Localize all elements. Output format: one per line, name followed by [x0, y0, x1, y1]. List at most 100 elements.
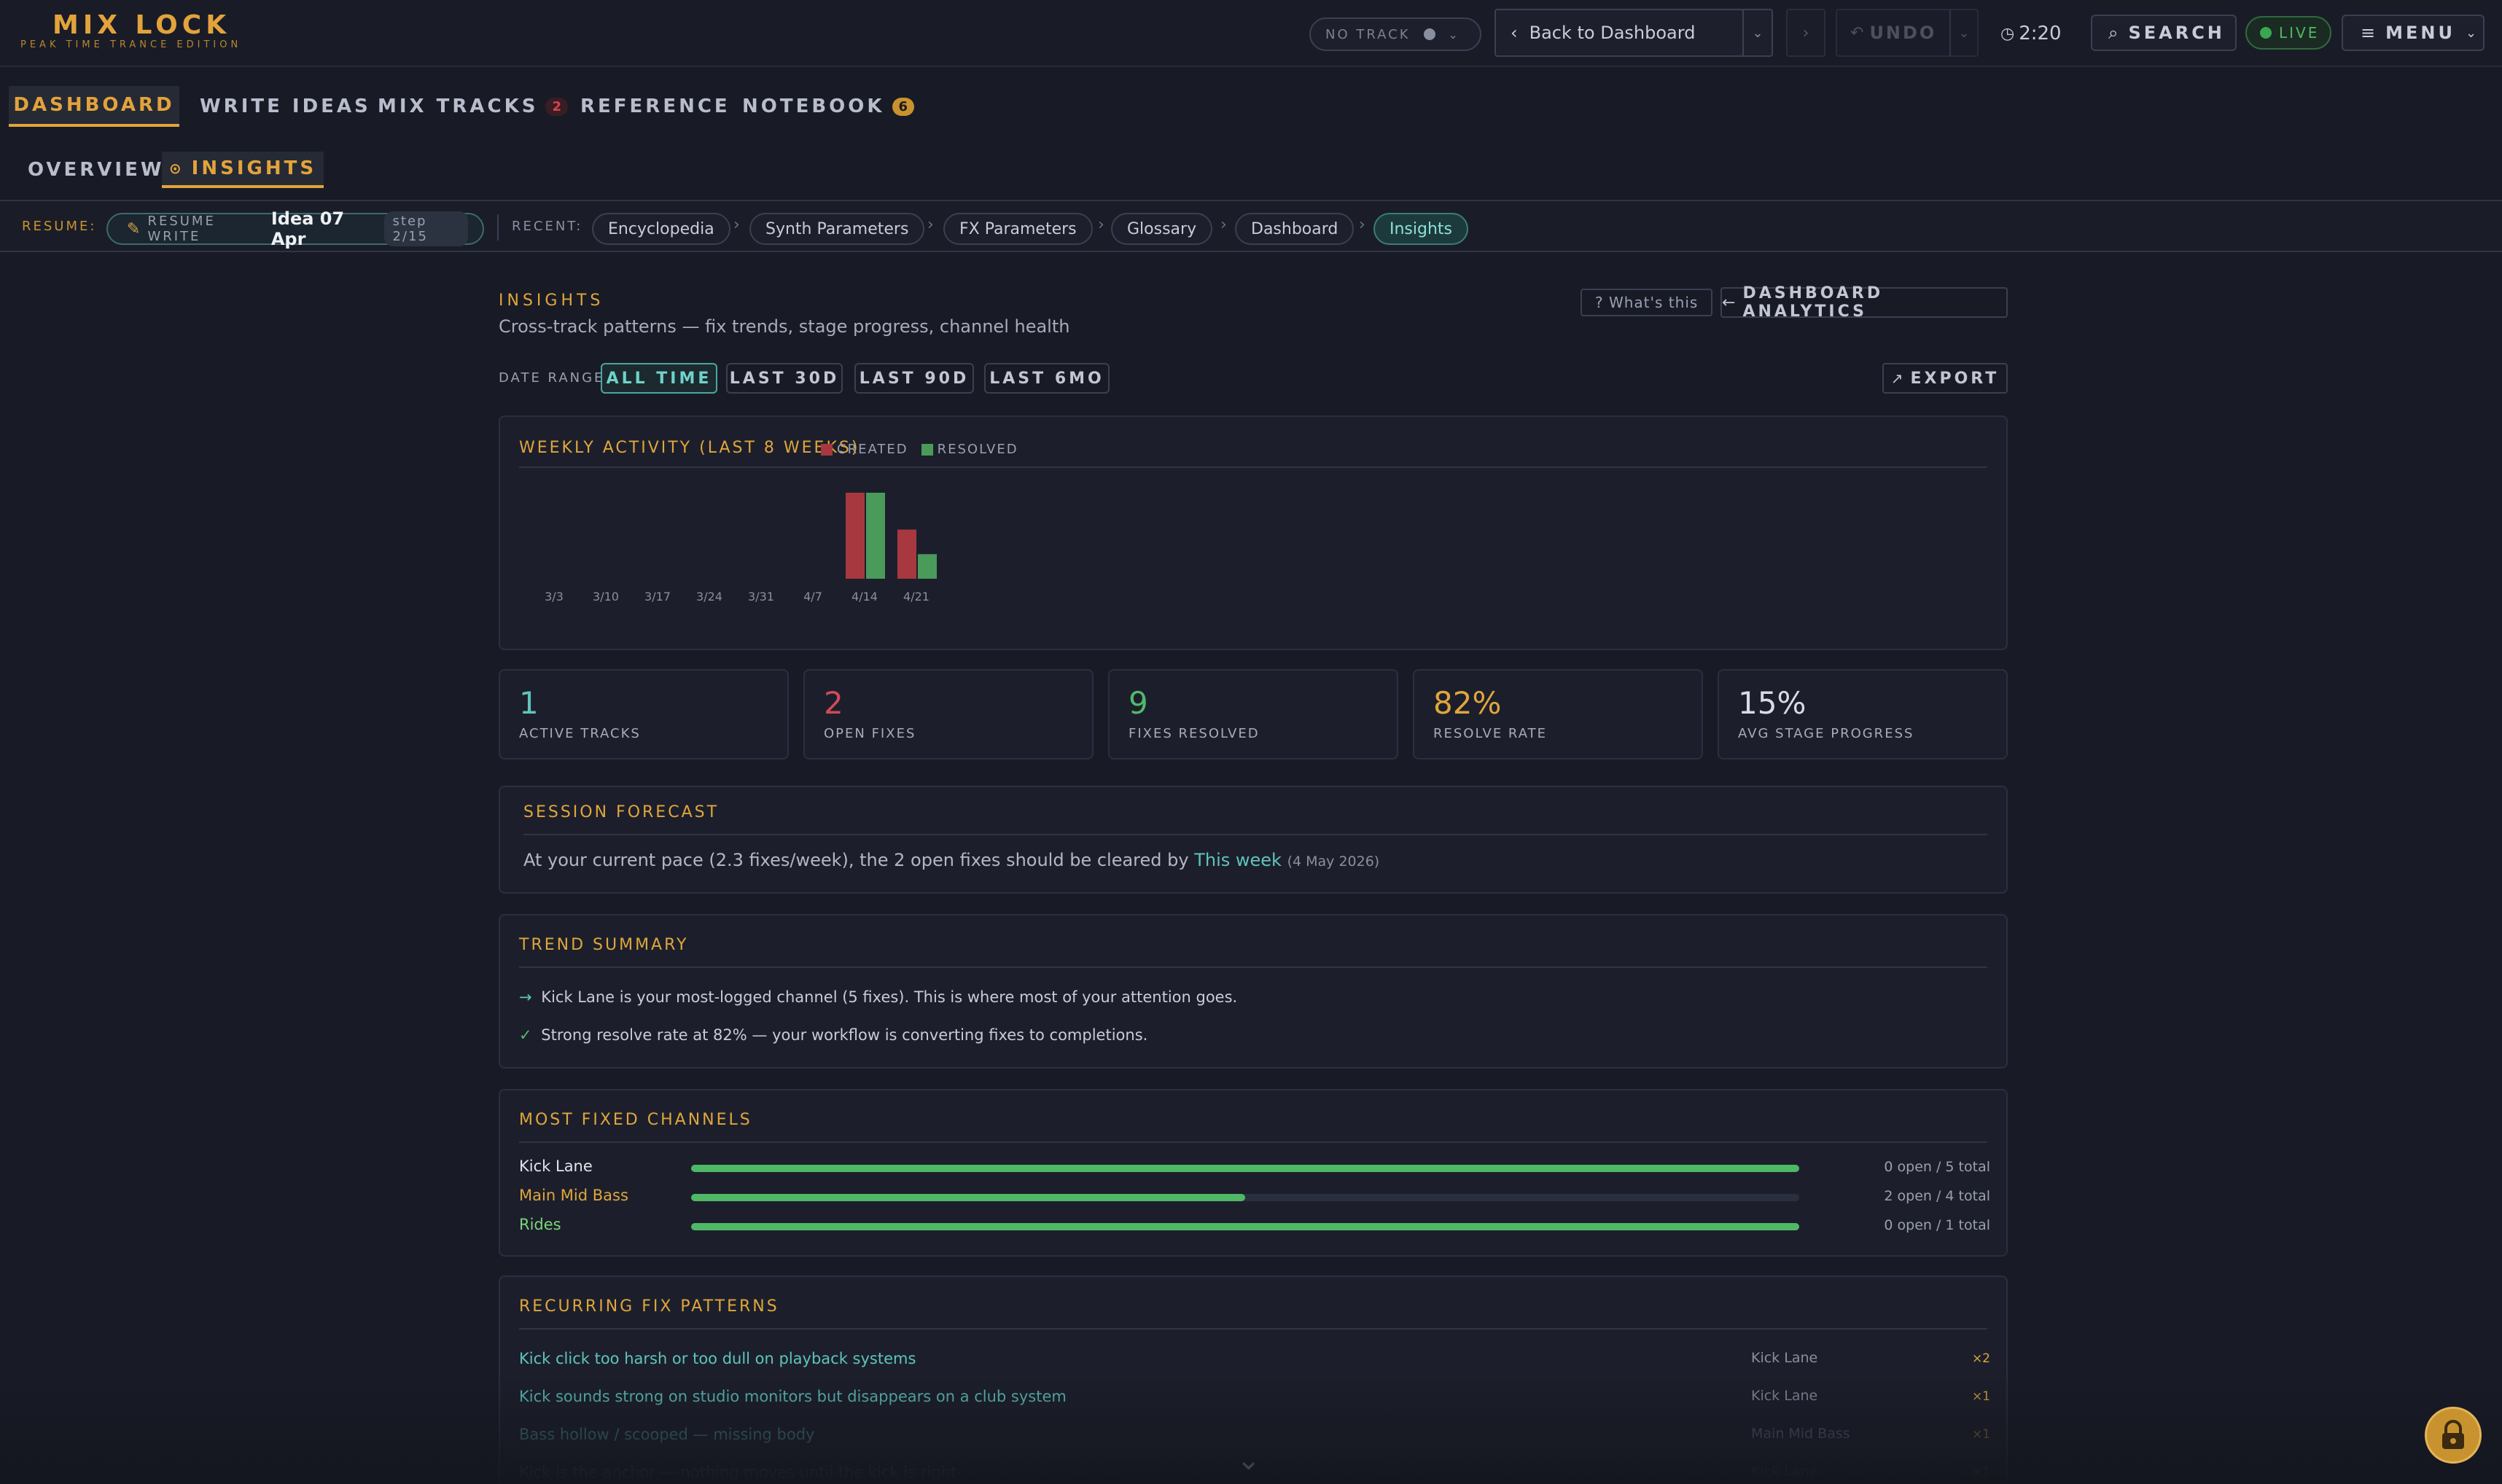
clock-icon: ◷	[2000, 24, 2015, 43]
resume-write-chip[interactable]: ✎ RESUME WRITE Idea 07 Apr step 2/15	[106, 208, 484, 249]
chevron-right-icon: ›	[927, 216, 934, 234]
back-dropdown-button[interactable]: ⌄	[1742, 9, 1773, 57]
resume-chip-title: Idea 07 Apr	[270, 208, 345, 249]
x-tick-label: 3/24	[696, 590, 722, 604]
stat-resolve-rate-label: RESOLVE RATE	[1433, 726, 1547, 741]
recent-label: RECENT:	[512, 219, 583, 234]
tab-reference[interactable]: REFERENCE	[580, 86, 730, 127]
tab-write-ideas[interactable]: WRITE IDEAS	[200, 86, 371, 127]
bar-created-4-21	[897, 529, 916, 579]
range-last-90d-button[interactable]: LAST 90D	[854, 363, 974, 394]
forecast-date: (4 May 2026)	[1287, 854, 1380, 870]
trend-item-text: Kick Lane is your most-logged channel (5…	[541, 988, 1238, 1006]
recent-dashboard[interactable]: Dashboard	[1235, 213, 1355, 245]
subtab-insights[interactable]: ⊙ INSIGHTS	[162, 152, 324, 188]
track-selector[interactable]: NO TRACK ⌄	[1309, 17, 1481, 51]
tab-dashboard[interactable]: DASHBOARD	[9, 86, 179, 127]
live-dot-icon	[2260, 27, 2272, 39]
pattern-text[interactable]: Kick click too harsh or too dull on play…	[519, 1350, 916, 1367]
recurring-fix-patterns-title: RECURRING FIX PATTERNS	[519, 1297, 779, 1316]
x-tick-label: 3/10	[593, 590, 619, 604]
channel-row[interactable]: Rides 0 open / 1 total	[519, 1216, 1990, 1238]
session-forecast-card: SESSION FORECAST At your current pace (2…	[499, 786, 2008, 894]
pencil-icon: ✎	[127, 219, 141, 238]
bar-resolved-4-14	[866, 493, 885, 579]
subtab-insights-label: INSIGHTS	[191, 157, 317, 179]
session-timer: ◷ 2:20	[2000, 19, 2062, 48]
date-range-label: DATE RANGE	[499, 370, 605, 386]
stat-avg-stage-progress-value: 15%	[1738, 685, 1807, 721]
search-button[interactable]: ⌕ SEARCH	[2091, 15, 2237, 51]
channel-stat: 0 open / 5 total	[1884, 1159, 1990, 1175]
pattern-channel: Main Mid Bass	[1751, 1426, 1850, 1442]
forecast-highlight: This week	[1194, 850, 1282, 870]
back-to-dashboard-button[interactable]: ‹ Back to Dashboard	[1494, 9, 1745, 57]
mix-tracks-count-badge: 2	[545, 97, 569, 116]
whats-this-button[interactable]: ? What's this	[1581, 289, 1713, 316]
app-logo-title[interactable]: MIX LOCK	[52, 10, 231, 40]
forecast-text: At your current pace (2.3 fixes/week), t…	[523, 850, 1189, 870]
subtab-overview[interactable]: OVERVIEW	[28, 152, 165, 188]
stat-resolve-rate: 82% RESOLVE RATE	[1413, 669, 1703, 759]
undo-dropdown-button[interactable]: ⌄	[1949, 9, 1979, 57]
stat-open-fixes: 2 OPEN FIXES	[803, 669, 1094, 759]
legend-resolved-swatch	[921, 443, 933, 456]
recent-glossary[interactable]: Glossary	[1111, 213, 1213, 245]
notebook-count-badge: 6	[892, 97, 915, 116]
stat-avg-stage-progress-label: AVG STAGE PROGRESS	[1738, 726, 1914, 741]
pattern-text[interactable]: Kick sounds strong on studio monitors bu…	[519, 1388, 1067, 1405]
undo-label: UNDO	[1869, 23, 1937, 43]
channel-name: Rides	[519, 1216, 561, 1233]
app-logo-subtitle: PEAK TIME TRANCE EDITION	[20, 39, 242, 50]
session-timer-value: 2:20	[2019, 23, 2062, 44]
weekly-activity-chart: 3/3 3/10 3/17 3/24 3/31 4/7 4/14 4/21	[545, 493, 937, 604]
pattern-channel: Kick Lane	[1751, 1464, 1818, 1480]
channel-row[interactable]: Main Mid Bass 2 open / 4 total	[519, 1187, 1990, 1208]
pattern-text[interactable]: Bass hollow / scooped — missing body	[519, 1426, 815, 1443]
tab-dashboard-label: DASHBOARD	[13, 94, 175, 116]
export-button[interactable]: ↗ EXPORT	[1882, 363, 2008, 394]
pattern-row[interactable]: Kick click too harsh or too dull on play…	[519, 1350, 1990, 1373]
range-all-time-button[interactable]: ALL TIME	[601, 363, 717, 394]
menu-button[interactable]: ≡ MENU ⌄	[2342, 15, 2485, 51]
undo-button[interactable]: ↶ UNDO	[1836, 9, 1951, 57]
tab-mix-tracks-label: MIX TRACKS	[378, 95, 539, 117]
range-last-6mo-button[interactable]: LAST 6MO	[984, 363, 1110, 394]
chevron-right-icon: ›	[733, 216, 740, 234]
dashboard-analytics-label: DASHBOARD ANALYTICS	[1742, 284, 1884, 321]
bar-resolved-4-21	[918, 554, 937, 579]
recent-synth-parameters[interactable]: Synth Parameters	[749, 213, 925, 245]
x-tick-label: 4/21	[903, 590, 930, 604]
pattern-count: ×1	[1971, 1389, 1990, 1404]
checkmark-icon: ✓	[519, 1026, 532, 1044]
recent-insights[interactable]: Insights	[1373, 213, 1469, 245]
hamburger-menu-icon: ≡	[2361, 23, 2376, 43]
tab-notebook[interactable]: NOTEBOOK 6	[742, 86, 915, 127]
scroll-down-chevron-icon[interactable]: ⌄	[1236, 1443, 1261, 1477]
weekly-activity-card: WEEKLY ACTIVITY (LAST 8 WEEKS) CREATED R…	[499, 415, 2008, 650]
undo-icon: ↶	[1850, 23, 1864, 42]
pattern-channel: Kick Lane	[1751, 1350, 1818, 1366]
trend-item-text: Strong resolve rate at 82% — your workfl…	[541, 1026, 1148, 1044]
tab-reference-label: REFERENCE	[580, 95, 730, 117]
channel-row[interactable]: Kick Lane 0 open / 5 total	[519, 1157, 1990, 1179]
lock-fab-button[interactable]	[2425, 1407, 2482, 1464]
tab-write-ideas-label: WRITE IDEAS	[200, 95, 371, 117]
x-tick-label: 3/31	[748, 590, 774, 604]
resume-divider	[497, 214, 499, 241]
forward-button[interactable]: ›	[1786, 9, 1825, 57]
chart-divider	[519, 466, 1987, 468]
channel-progress-fill	[691, 1223, 1799, 1230]
dashboard-analytics-button[interactable]: ← DASHBOARD ANALYTICS	[1720, 284, 2008, 321]
pattern-row[interactable]: Kick sounds strong on studio monitors bu…	[519, 1388, 1990, 1411]
recent-encyclopedia[interactable]: Encyclopedia	[592, 213, 730, 245]
resume-chip-prefix: RESUME WRITE	[147, 214, 216, 244]
chevron-down-icon: ⌄	[1448, 27, 1458, 42]
most-fixed-channels-title: MOST FIXED CHANNELS	[519, 1111, 752, 1129]
tab-mix-tracks[interactable]: MIX TRACKS 2	[378, 86, 569, 127]
bar-created-4-14	[846, 493, 865, 579]
lock-icon	[2442, 1420, 2464, 1449]
range-last-30d-button[interactable]: LAST 30D	[726, 363, 843, 394]
pattern-text[interactable]: Kick is the anchor — nothing moves until…	[519, 1464, 957, 1481]
recent-fx-parameters[interactable]: FX Parameters	[943, 213, 1093, 245]
